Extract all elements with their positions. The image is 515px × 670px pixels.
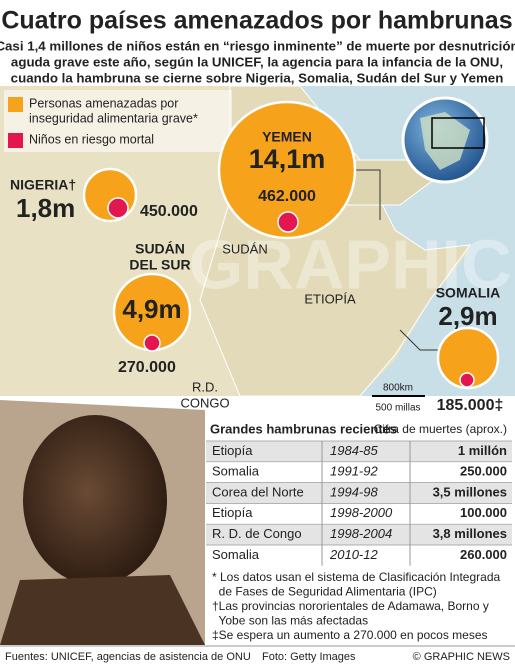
map-label: R.D.: [192, 379, 218, 394]
country-name: SUDÁN: [135, 241, 185, 257]
table-cell: 1984-85: [330, 443, 378, 458]
table-cell: R. D. de Congo: [212, 526, 302, 541]
legend-swatch: [8, 133, 23, 148]
scale-label: 500 millas: [375, 403, 420, 414]
table-cell: 100.000: [460, 505, 507, 520]
photo-face: [23, 415, 167, 585]
table-cell: 250.000: [460, 464, 507, 479]
children-bubble: [277, 211, 299, 233]
table-subtitle: Cifra de muertes (aprox.): [374, 422, 507, 436]
affected-value: 4,9m: [122, 294, 181, 324]
legend-bg: [4, 90, 232, 152]
footer-credit: © GRAPHIC NEWS: [413, 651, 510, 663]
children-bubble: [459, 372, 475, 388]
leader-line: [399, 329, 440, 351]
table-cell: 260.000: [460, 547, 507, 562]
map-label: SUDÁN: [222, 241, 268, 256]
children-bubble: [143, 334, 161, 352]
table-row: [206, 461, 512, 483]
legend-label: Personas amenazadas por: [29, 96, 178, 110]
country-name: DEL SUR: [129, 257, 190, 273]
subtitle: Casi 1,4 millones de niños están en “rie…: [0, 39, 515, 86]
note: * Los datos usan el sistema de Clasifica…: [212, 570, 500, 584]
legend-label: inseguridad alimentaria grave*: [29, 111, 198, 125]
table-cell: 1998-2000: [330, 505, 393, 520]
table-cell: 3,5 millones: [433, 484, 507, 499]
table-row: [206, 441, 512, 462]
table-title: Grandes hambrunas recientes: [210, 421, 397, 436]
affected-bubble: [217, 100, 357, 240]
table: Grandes hambrunas recientes Cifra de mue…: [206, 421, 512, 566]
table-cell: 3,8 millones: [433, 526, 507, 541]
notes: * Los datos usan el sistema de Clasifica…: [212, 570, 500, 642]
table-cell: Somalia: [212, 547, 260, 562]
legend-label: Niños en riesgo mortal: [29, 132, 154, 146]
children-value: 270.000: [118, 359, 176, 376]
footer-photo: Foto: Getty Images: [262, 651, 356, 663]
country-name: SOMALIA: [436, 285, 501, 301]
photo-body: [0, 575, 205, 645]
affected-value: 14,1m: [249, 144, 326, 174]
table-cell: 1991-92: [330, 464, 378, 479]
table-cell: 1998-2004: [330, 526, 392, 541]
table-cell: 1994-98: [330, 484, 378, 499]
footer-sources: Fuentes: UNICEF, agencias de asistencia …: [5, 651, 251, 663]
note: Yobe son las más afectadas: [212, 614, 368, 628]
scale-label: 800km: [383, 383, 413, 394]
note: ‡Se espera un aumento a 270.000 en pocos…: [212, 628, 488, 642]
watermark: GRAPHIC NEWS: [189, 225, 515, 303]
table-cell: Etiopía: [212, 443, 253, 458]
globe-frame: [431, 117, 485, 149]
map-label: CONGO: [180, 395, 229, 410]
table-row: [206, 482, 512, 504]
subtitle-line: aguda grave este año, según la UNICEF, l…: [11, 55, 503, 70]
leader-line: [355, 169, 381, 220]
legend-swatch: [8, 97, 23, 112]
title: Cuatro países amenazados por hambrunas: [1, 7, 512, 35]
affected-value: 1,8m: [16, 193, 75, 223]
table-row: [206, 545, 512, 566]
table-cell: Somalia: [212, 464, 260, 479]
affected-bubble: [436, 326, 500, 390]
map-label: ETIOPÍA: [304, 291, 356, 306]
subtitle-line: Casi 1,4 millones de niños están en “rie…: [0, 39, 515, 54]
table-cell: Etiopía: [212, 505, 253, 520]
children-value: 185.000‡: [437, 397, 504, 414]
note: †Las provincias nororientales de Adamawa…: [212, 599, 489, 613]
children-value: 450.000: [140, 203, 198, 220]
subtitle-line: cuando la hambruna se cierne sobre Niger…: [11, 71, 504, 86]
country-name: YEMEN: [262, 129, 312, 145]
children-value: 462.000: [258, 188, 316, 205]
children-bubble: [107, 197, 129, 219]
country-name: NIGERIA†: [10, 177, 76, 193]
table-cell: 1 millón: [458, 443, 507, 458]
table-cell: Corea del Norte: [212, 484, 304, 499]
table-cell: 2010-12: [329, 547, 378, 562]
table-row: [206, 503, 512, 525]
affected-value: 2,9m: [438, 301, 497, 331]
note: de Fases de Seguridad Alimentaria (IPC): [212, 585, 437, 599]
table-row: [206, 524, 512, 545]
